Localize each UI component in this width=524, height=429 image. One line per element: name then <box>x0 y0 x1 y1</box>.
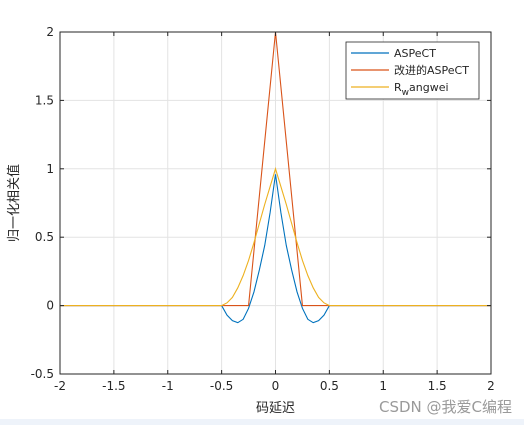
y-tick-label: 1 <box>46 162 54 176</box>
y-axis-label: 归一化相关值 <box>6 164 22 242</box>
x-tick-label: -2 <box>54 379 66 393</box>
series-line-3 <box>60 166 491 307</box>
y-tick-label: -0.5 <box>31 367 54 381</box>
legend-label-1: ASPeCT <box>394 47 436 60</box>
y-tick-label: 0 <box>46 299 54 313</box>
x-tick-label: 2 <box>487 379 495 393</box>
series-line-1 <box>60 174 491 324</box>
legend-label-3: Rwangwei <box>394 81 449 98</box>
y-tick-label: 0.5 <box>35 230 54 244</box>
bottom-strip <box>0 419 524 425</box>
x-tick-label: -0.5 <box>210 379 233 393</box>
legend-label-2: 改进的ASPeCT <box>394 63 469 77</box>
x-tick-label: 1 <box>379 379 387 393</box>
x-tick-label: 0.5 <box>320 379 339 393</box>
x-axis-label: 码延迟 <box>256 401 295 416</box>
x-tick-label: -1.5 <box>102 379 125 393</box>
watermark-text: CSDN @我爱C编程 <box>378 398 512 416</box>
x-tick-label: -1 <box>162 379 174 393</box>
x-tick-label: 1.5 <box>428 379 447 393</box>
y-tick-label: 1.5 <box>35 93 54 107</box>
y-tick-label: 2 <box>46 25 54 39</box>
x-tick-label: 0 <box>272 379 280 393</box>
